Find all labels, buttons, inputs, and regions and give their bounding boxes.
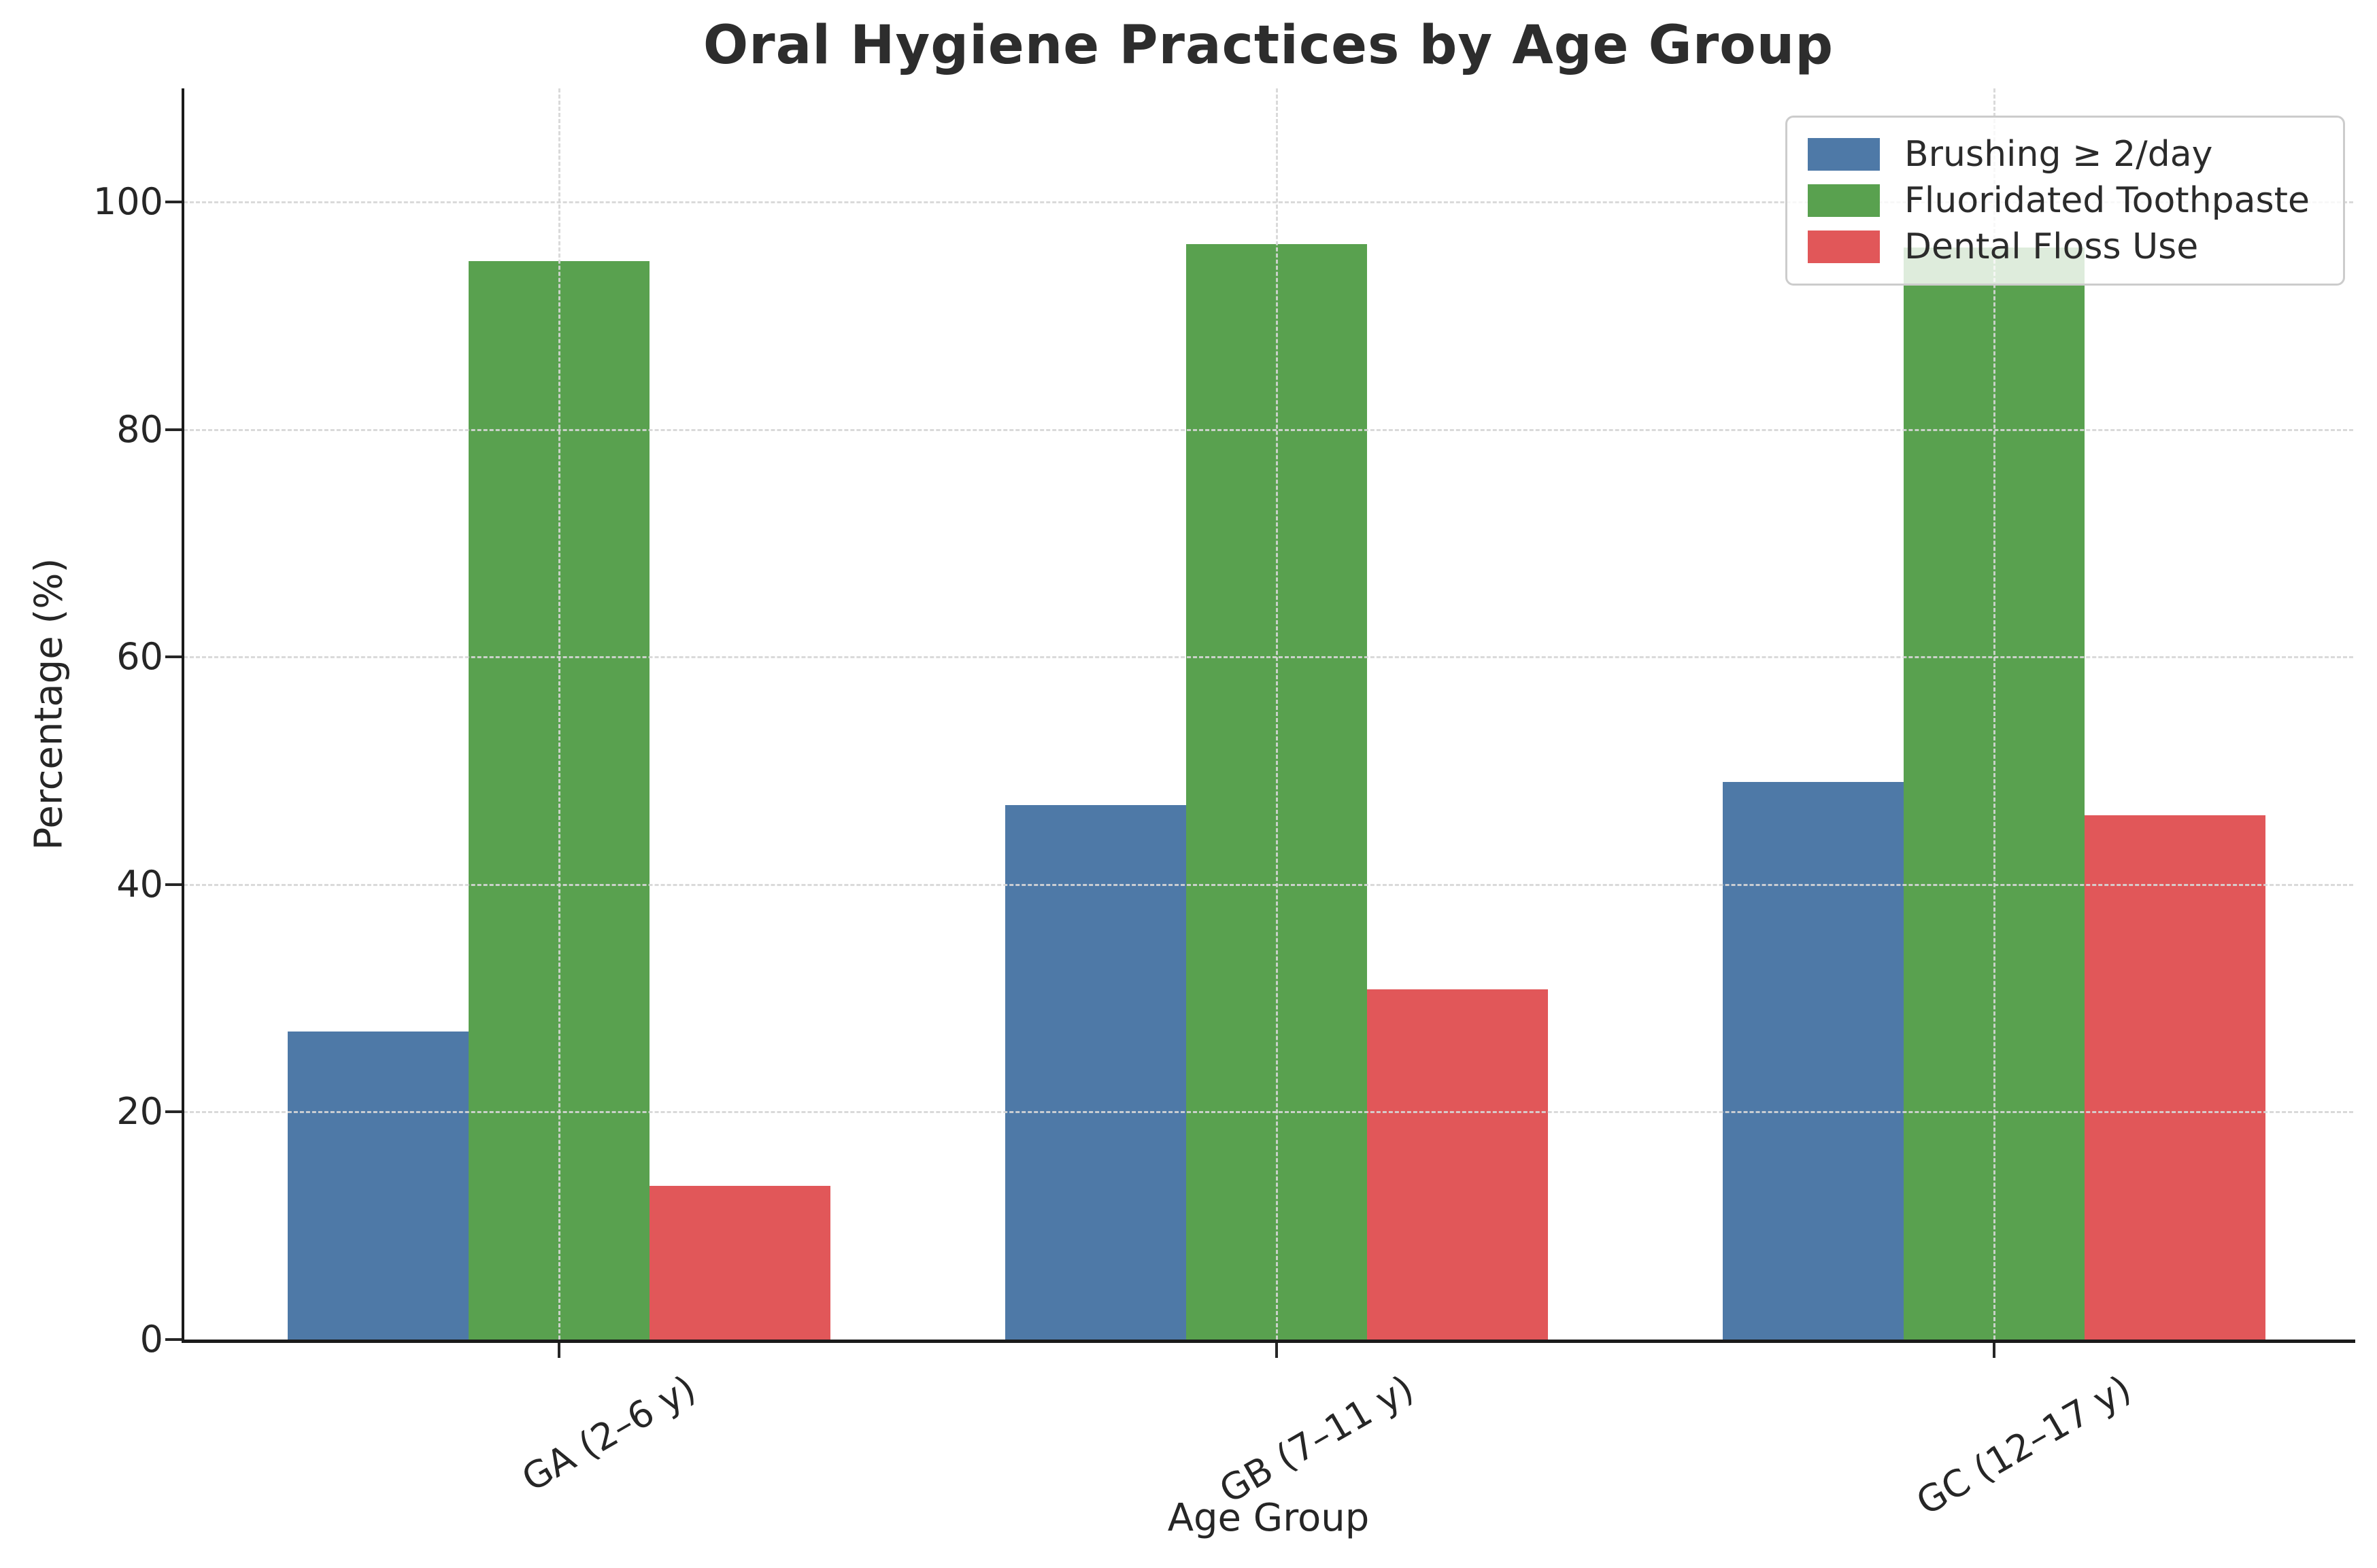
bar-dental-floss-use: [2085, 815, 2265, 1340]
gridline-x-0: [558, 88, 560, 1340]
legend-row-2: Dental Floss Use: [1808, 224, 2323, 269]
bar-dental-floss-use: [650, 1186, 830, 1340]
x-tick-0: [558, 1343, 560, 1358]
y-axis-label: Percentage (%): [27, 558, 71, 851]
chart-title: Oral Hygiene Practices by Age Group: [703, 15, 1834, 76]
bar-brushing-2-day: [1723, 782, 1904, 1340]
y-tick-label-20: 20: [116, 1090, 163, 1134]
legend-label-1: Fluoridated Toothpaste: [1904, 180, 2310, 221]
legend-label-0: Brushing ≥ 2/day: [1904, 134, 2213, 175]
gridline-y-60: [184, 656, 2353, 659]
y-tick-label-0: 0: [139, 1318, 163, 1361]
x-tick-2: [1993, 1343, 1995, 1358]
legend-label-2: Dental Floss Use: [1904, 226, 2199, 267]
legend: Brushing ≥ 2/day Fluoridated Toothpaste De…: [1785, 116, 2345, 286]
gridline-y-40: [184, 883, 2353, 886]
y-tick-label-80: 80: [116, 407, 163, 451]
gridline-x-2: [1993, 88, 1995, 1340]
gridline-y-100: [184, 201, 2353, 204]
gridline-y-20: [184, 1111, 2353, 1114]
y-tick-40: [165, 883, 182, 886]
y-tick-20: [165, 1110, 182, 1114]
x-tick-label-1: GB (7–11 y): [1212, 1367, 1421, 1512]
y-axis-spine: [182, 88, 184, 1342]
gridline-x-1: [1276, 88, 1278, 1340]
x-tick-label-0: GA (2–6 y): [514, 1367, 703, 1501]
legend-swatch-1: [1808, 184, 1880, 217]
bar-brushing-2-day: [288, 1032, 469, 1340]
bar-brushing-2-day: [1005, 805, 1186, 1340]
y-tick-0: [165, 1338, 182, 1341]
y-tick-60: [165, 655, 182, 659]
legend-swatch-0: [1808, 138, 1880, 171]
bar-dental-floss-use: [1367, 989, 1548, 1340]
x-tick-1: [1275, 1343, 1278, 1358]
y-tick-label-60: 60: [116, 635, 163, 679]
legend-row-0: Brushing ≥ 2/day: [1808, 132, 2323, 177]
y-tick-80: [165, 428, 182, 431]
y-tick-100: [165, 201, 182, 204]
gridline-y-80: [184, 428, 2353, 431]
legend-swatch-2: [1808, 231, 1880, 263]
x-axis-label: Age Group: [1167, 1496, 1370, 1540]
y-tick-label-100: 100: [92, 180, 163, 224]
x-axis-spine: [182, 1340, 2355, 1343]
y-tick-label-40: 40: [116, 862, 163, 906]
legend-row-1: Fluoridated Toothpaste: [1808, 178, 2323, 223]
